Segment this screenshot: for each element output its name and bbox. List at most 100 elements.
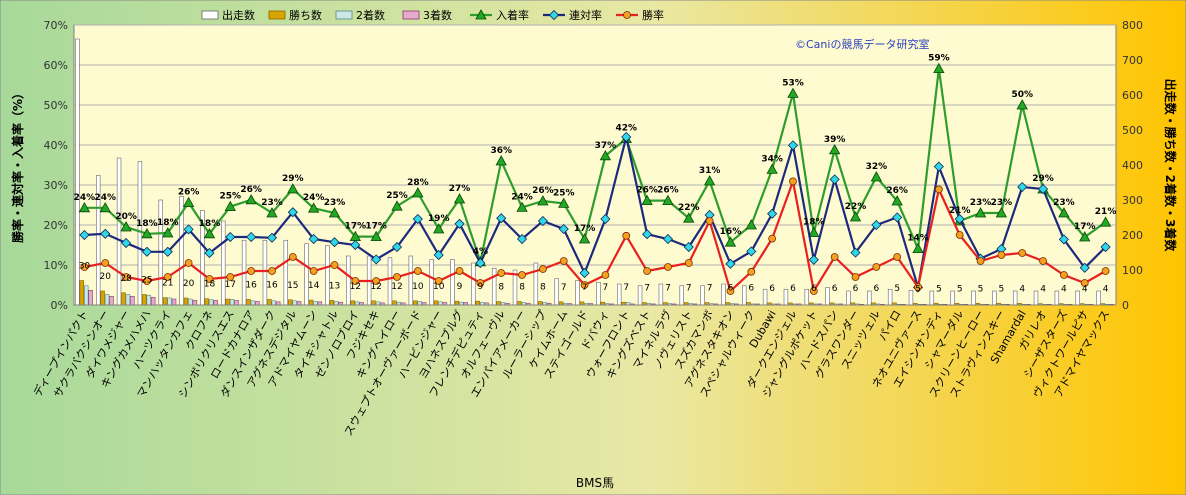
percent-label: 18% [199,219,221,229]
bar-0 [1012,290,1018,306]
point-diamond [1100,241,1111,253]
percent-label: 18% [803,218,825,228]
point-triangle [974,207,987,218]
plot-area [73,24,1117,306]
percent-label: 32% [866,162,888,172]
point-circle [205,275,214,283]
count-label: 5 [999,284,1005,294]
y-right-tick-label: 800 [1122,19,1143,32]
point-diamond [79,229,90,241]
point-circle [893,253,902,261]
percent-label: 26% [636,186,658,196]
bar-0 [1096,290,1101,306]
percent-label: 34% [761,154,783,164]
bar-1 [475,300,480,306]
point-triangle [78,201,91,213]
bar-1 [329,300,335,306]
point-triangle [599,149,612,161]
bar-1 [517,301,522,306]
percent-label: 22% [678,203,700,213]
point-circle [1101,267,1110,275]
legend-marker [548,9,560,21]
y-right-tick-label: 700 [1122,54,1143,67]
bar-3 [88,289,93,306]
point-triangle [1016,99,1028,110]
legend-marker [623,11,631,19]
percent-label: 25% [553,188,575,198]
point-diamond [121,237,132,249]
point-circle [309,267,318,275]
point-circle [351,277,360,285]
point-diamond [266,232,278,243]
point-circle [726,287,735,295]
point-circle [518,271,526,279]
point-diamond [1017,181,1028,193]
point-triangle [391,200,403,211]
point-circle [1060,271,1068,279]
bar-0 [700,285,705,306]
legend-swatch [335,10,353,20]
point-triangle [224,200,236,212]
bar-3 [130,295,135,306]
point-triangle [1079,231,1091,242]
count-label: 4 [1019,284,1025,294]
bar-0 [658,283,664,306]
count-label: 6 [748,284,754,294]
data-labels: 24% 24%20%18% 18%26%18%25%26%23%29%24% 23%1… [74,54,1117,295]
bar-3 [296,301,302,306]
point-triangle [849,211,862,222]
bar-2 [334,301,339,306]
point-diamond [746,246,757,257]
percent-label: 19% [428,214,450,224]
count-label: 4 [1103,285,1109,295]
legend-swatch [268,10,286,20]
percent-label: 23% [991,198,1013,208]
point-diamond [767,208,778,219]
point-diamond [183,224,194,235]
bar-2 [167,297,172,306]
bar-1 [183,297,189,306]
point-triangle [99,201,111,213]
point-diamond [308,233,319,245]
bar-0 [325,245,330,306]
point-diamond [683,241,694,253]
bar-0 [221,220,226,306]
bar-1 [121,292,126,306]
y-right-tick-label: 300 [1122,194,1143,207]
bar-1 [246,299,251,306]
point-circle [143,277,151,285]
count-label: 7 [686,284,692,294]
count-label: 5 [936,284,942,294]
bar-0 [554,278,559,306]
point-circle [163,273,172,281]
percent-label: 26% [240,185,262,195]
point-circle [80,263,89,271]
y-right-tick-label: 400 [1122,159,1143,172]
point-triangle [787,87,799,98]
percent-label: 17% [574,224,596,234]
percent-label: 23% [261,198,283,208]
point-circle [872,263,881,271]
percent-label: 23% [1053,198,1075,208]
bar-1 [371,300,376,306]
bar-2 [313,301,318,306]
bar-2 [104,294,110,306]
legend-label: 勝率 [642,8,664,22]
point-diamond [621,131,632,143]
point-triangle [641,194,653,206]
bar-2 [209,299,214,306]
legend-swatch [402,10,420,20]
bar-0 [887,288,893,306]
point-circle [955,231,964,239]
percent-label: 18% [136,219,158,229]
count-label: 4 [1082,285,1088,295]
y-right-tick-label: 600 [1122,89,1143,102]
bar-3 [192,300,198,306]
bar-0 [929,290,935,306]
legend-label: 入着率 [496,8,529,22]
legend-swatch [201,10,219,20]
point-circle [976,257,985,265]
point-triangle [933,62,945,73]
percent-label: 17% [1074,222,1096,232]
